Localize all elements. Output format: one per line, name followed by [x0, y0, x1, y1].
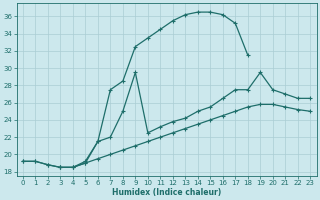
X-axis label: Humidex (Indice chaleur): Humidex (Indice chaleur) [112, 188, 221, 197]
